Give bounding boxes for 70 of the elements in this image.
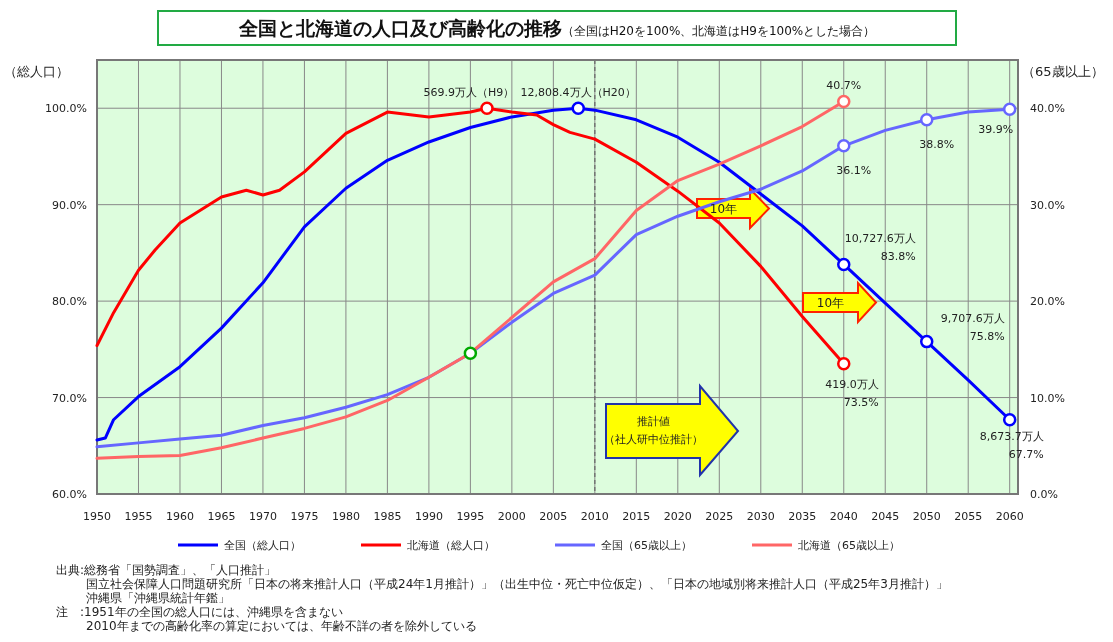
- legend-label: 北海道（総人口）: [407, 539, 495, 552]
- point: [1002, 102, 1017, 116]
- annotation: 推計値: [636, 415, 670, 428]
- point: [1002, 412, 1017, 427]
- y2-tick-label: 40.0%: [1030, 102, 1065, 116]
- data-label: 9,707.6万人 75.8%: [940, 311, 1005, 343]
- x-tick-label: 1950: [83, 510, 111, 523]
- text: 沖縄県「沖縄県統計年鑑」: [86, 591, 230, 605]
- y-tick-label: 90.0%: [52, 198, 87, 212]
- annotation: 10年: [709, 202, 738, 216]
- x-tick-label: 2010: [580, 510, 609, 523]
- y-tick-label: 70.0%: [52, 391, 87, 405]
- text: 2010年までの高齢化率の算定においては、年齢不詳の者を除外している: [86, 619, 477, 633]
- y2-tick-label: 10.0%: [1030, 391, 1065, 405]
- data-label: 36.1%: [836, 163, 872, 177]
- x-tick-label: 1995: [456, 510, 485, 523]
- y2-tick-label: 0.0%: [1030, 488, 1058, 501]
- x-tick-label: 1980: [331, 510, 360, 523]
- x-tick-label: 1985: [373, 510, 402, 523]
- x-tick-label: 2045: [871, 510, 900, 523]
- x-tick-label: 2040: [829, 510, 858, 523]
- x-tick-label: 1965: [207, 510, 236, 523]
- point: [837, 357, 851, 371]
- data-label: 12,808.4万人（H20）: [520, 86, 636, 100]
- x-tick-label: 1960: [165, 510, 194, 523]
- data-label: 39.9%: [978, 123, 1014, 137]
- legend-label: 全国（総人口）: [224, 539, 301, 552]
- x-tick-label: 2015: [622, 510, 651, 523]
- data-label: 10,727.6万人 83.8%: [844, 232, 916, 264]
- x-tick-label: 2050: [912, 510, 941, 523]
- y-tick-label: 100.0%: [45, 102, 87, 116]
- x-tick-label: 2005: [539, 510, 568, 523]
- legend-label: 北海道（65歳以上）: [798, 539, 900, 552]
- point: [919, 113, 934, 127]
- x-tick-label: 2020: [663, 510, 692, 523]
- x-tick-label: 1975: [290, 510, 319, 523]
- point: [837, 139, 851, 153]
- chart-title: 全国と北海道の人口及び高齢化の推移: [237, 17, 562, 39]
- x-tick-label: 2000: [497, 510, 526, 523]
- legend-label: 全国（65歳以上）: [601, 539, 692, 552]
- data-label: 40.7%: [826, 79, 862, 93]
- x-tick-label: 2035: [788, 510, 817, 523]
- x-tick-label: 2055: [954, 510, 983, 523]
- point: [480, 101, 494, 115]
- source-note: 出典:総務省「国勢調査」、「人口推計」: [56, 563, 277, 577]
- annotation: （社人研中位推計）: [603, 433, 703, 446]
- chart-subtitle: （全国はH20を100%、北海道はH9を100%とした場合）: [561, 24, 876, 38]
- y-axis-title: （総人口）: [4, 64, 69, 79]
- x-tick-label: 2060: [995, 510, 1024, 523]
- x-tick-label: 2030: [746, 510, 775, 523]
- y2-axis-title: （65歳以上）: [1022, 64, 1104, 79]
- point: [837, 257, 851, 272]
- data-label: 569.9万人（H9）: [423, 86, 515, 100]
- point: [837, 94, 851, 109]
- y-tick-label: 60.0%: [52, 488, 87, 501]
- text: 注 :1951年の全国の総人口には、沖縄県を含まない: [56, 605, 343, 619]
- text: 国立社会保障人口問題研究所「日本の将来推計人口（平成24年1月推計）」（出生中位・死亡中位仮定）、「日本の地域別将来推計人口（平成25年3月推計）」: [86, 577, 948, 591]
- y-tick-label: 80.0%: [52, 295, 87, 309]
- y2-tick-label: 30.0%: [1030, 198, 1065, 212]
- x-tick-label: 1955: [124, 510, 153, 523]
- x-tick-label: 1990: [414, 510, 443, 523]
- point: [463, 346, 478, 360]
- y2-tick-label: 20.0%: [1030, 295, 1065, 309]
- data-label: 38.8%: [919, 137, 955, 151]
- x-tick-label: 1970: [248, 510, 277, 523]
- x-tick-label: 2025: [705, 510, 734, 523]
- point: [571, 101, 585, 115]
- point: [919, 334, 934, 349]
- annotation: 10年: [816, 296, 845, 310]
- data-label: 419.0万人 73.5%: [825, 377, 879, 409]
